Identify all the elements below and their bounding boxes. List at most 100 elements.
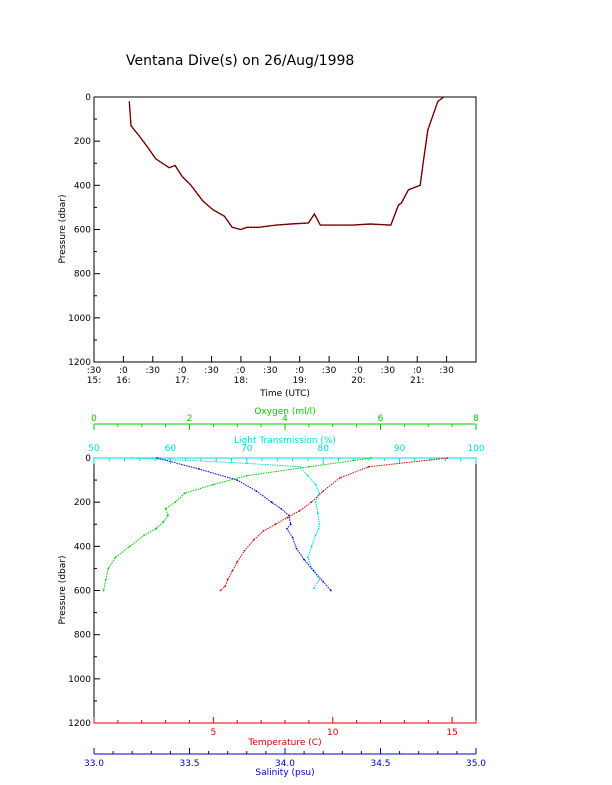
x-tick-hour-label: 15: [87, 376, 101, 386]
x-tick-minute-label: :0 [119, 366, 128, 376]
salinity-data-point [291, 536, 294, 539]
oxygen-data-point [167, 514, 169, 517]
salinity-profile-line [156, 457, 332, 591]
temperature-tick-label: 5 [211, 728, 217, 738]
oxygen-data-point [114, 556, 117, 559]
temperature-data-point [286, 516, 289, 519]
oxygen-data-point [162, 521, 165, 523]
oxygen-data-point [107, 567, 110, 570]
dive-track-line [128, 96, 444, 230]
salinity-data-point [322, 580, 325, 583]
temperature-data-point [226, 578, 229, 581]
dive-track-y-axis: 0 200 400 600 800 1000 1200 [68, 93, 100, 368]
oxygen-tick-label: 6 [378, 414, 384, 424]
y-tick-label: 0 [85, 454, 91, 464]
salinity-data-point [289, 523, 292, 526]
light_transmission-data-point [313, 587, 315, 590]
oxygen-profile-line [103, 457, 371, 591]
salinity-data-point [287, 514, 290, 517]
temperature-data-point [231, 569, 234, 572]
salinity-tick-label: 33.0 [84, 759, 104, 769]
oxygen-data-point [105, 578, 107, 581]
salinity-data-point [295, 547, 298, 550]
y-tick-label: 400 [74, 542, 91, 552]
oxygen-data-point [102, 589, 105, 592]
light-transmission-tick-label: 50 [88, 444, 100, 454]
x-tick-minute-label: :30 [381, 366, 396, 376]
light_transmission-profile-line [132, 457, 320, 589]
x-tick-minute-label: :30 [322, 366, 337, 376]
y-tick-label: 1000 [68, 314, 91, 324]
light-transmission-tick-label: 90 [394, 444, 406, 454]
light_transmission-data-point [230, 461, 233, 464]
x-tick-hour-label: 21: [410, 376, 424, 386]
light_transmission-data-point [314, 483, 317, 486]
oxygen-data-point [183, 492, 186, 495]
dive-track-y-axis-label: Pressure (dbar) [58, 195, 68, 264]
temperature-axis-label: Temperature (C) [247, 738, 321, 748]
light_transmission-data-point [310, 545, 313, 548]
salinity-tick-label: 35.0 [466, 759, 486, 769]
x-tick-minute-label: :0 [295, 366, 304, 376]
y-tick-label: 600 [74, 226, 91, 236]
x-tick-hour-label: 16: [116, 376, 130, 386]
profiles-y-axis-label: Pressure (dbar) [58, 556, 68, 625]
salinity-data-point [255, 490, 258, 492]
dive-track-chart: 0 200 400 600 800 1000 1200 :30:0:30:0:30:0:30… [58, 93, 477, 399]
salinity-data-point [312, 569, 315, 572]
salinity-data-point [198, 468, 200, 470]
salinity-data-point [156, 457, 158, 459]
light_transmission-data-point [317, 512, 319, 515]
light_transmission-data-point [318, 523, 321, 526]
light-transmission-tick-label: 60 [165, 444, 177, 454]
light_transmission-data-point [317, 527, 320, 530]
oxygen-tick-label: 2 [187, 414, 193, 424]
oxygen-data-point [212, 483, 215, 486]
x-tick-minute-label: :0 [178, 366, 187, 376]
x-tick-hour-label: 17: [175, 376, 189, 386]
temperature-data-point [322, 490, 325, 492]
temperature-data-point [253, 538, 255, 541]
temperature-data-point [339, 477, 341, 479]
y-tick-label: 1200 [68, 719, 91, 729]
profiles-y-axis: 0 200 400 600 800 1000 1200 [68, 454, 100, 729]
oxygen-data-point [370, 457, 372, 459]
oxygen-data-point [128, 545, 131, 548]
y-tick-label: 800 [74, 631, 91, 641]
x-tick-hour-label: 20: [351, 376, 365, 386]
light-transmission-tick-label: 100 [467, 444, 484, 454]
x-tick-hour-label: 18: [234, 376, 248, 386]
temperature-data-point [310, 501, 313, 504]
oxygen-data-point [155, 527, 158, 530]
oxygen-data-point [174, 501, 177, 504]
oxygen-data-point [164, 507, 167, 510]
oxygen-data-point [245, 474, 248, 477]
oxygen-tick-label: 0 [91, 414, 97, 424]
temperature-data-point [224, 585, 227, 587]
figure-title: Ventana Dive(s) on 26/Aug/1998 [126, 53, 354, 69]
light_transmission-data-point [307, 556, 309, 559]
x-tick-minute-label: :0 [237, 366, 246, 376]
profiles-extra-axes: 0 2 4 6 8 50 60 70 80 90 100 5 10 15 33.0 33.5 34.0 34.5 3… [84, 414, 486, 769]
oxygen-axis-label: Oxygen (ml/l) [254, 407, 315, 417]
y-tick-label: 200 [74, 498, 91, 508]
temperature-tick-label: 15 [446, 728, 457, 738]
y-tick-label: 1000 [68, 675, 91, 685]
x-tick-minute-label: :30 [263, 366, 278, 376]
profiles-plot-frame [93, 457, 477, 724]
y-tick-label: 400 [74, 181, 91, 191]
light-transmission-tick-label: 80 [317, 444, 329, 454]
x-tick-minute-label: :30 [87, 366, 102, 376]
salinity-tick-label: 34.5 [370, 759, 390, 769]
x-tick-minute-label: :30 [146, 366, 161, 376]
light-transmission-axis-label: Light Transmission (%) [234, 436, 336, 446]
salinity-data-point [286, 527, 288, 530]
temperature-data-point [446, 457, 449, 459]
light_transmission-data-point [314, 534, 317, 537]
light_transmission-data-point [131, 457, 134, 459]
dive-track-x-axis-label: Time (UTC) [259, 389, 310, 399]
temperature-data-point [236, 560, 239, 563]
